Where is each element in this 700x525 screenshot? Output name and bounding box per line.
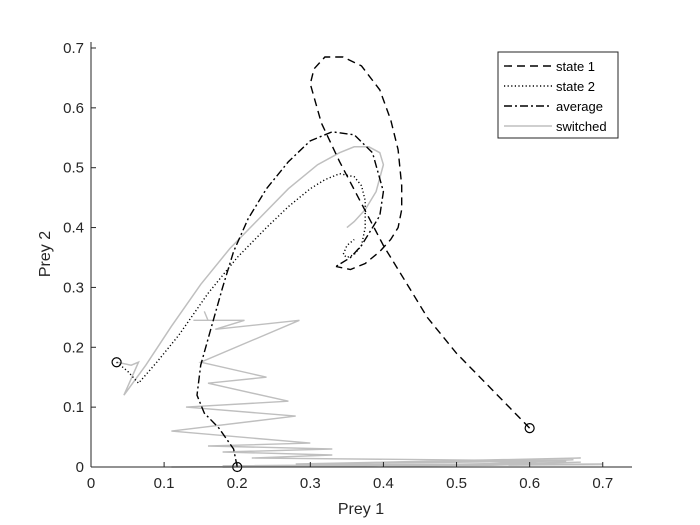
y-tick-label: 0 (76, 459, 84, 476)
x-tick-label: 0.3 (300, 475, 321, 492)
y-tick-label: 0.6 (63, 100, 84, 117)
legend: state 1 state 2 average switched (497, 51, 619, 139)
start-marker-3 (111, 357, 122, 368)
x-tick-label: 0.5 (446, 475, 467, 492)
series-average-line (196, 131, 385, 468)
series-switched-line (116, 146, 385, 396)
start-marker-1 (524, 422, 535, 434)
legend-label-switched: switched (556, 119, 607, 134)
x-tick-label: 0 (87, 475, 95, 492)
legend-label-state-1: state 1 (556, 59, 595, 74)
y-tick-label: 0.2 (63, 339, 84, 356)
series-switched-jitter-line (171, 311, 603, 468)
legend-label-state-2: state 2 (556, 79, 595, 94)
y-tick-label: 0.3 (63, 279, 84, 296)
x-tick-label: 0.1 (154, 475, 175, 492)
x-tick-label: 0.6 (519, 475, 540, 492)
axis-layer: 0 0.1 0.2 0.3 0.4 0.5 0.6 0.7 0 0.1 0.2 0.3 0.4 0.5 0.… (63, 40, 632, 492)
series-state-2-line (116, 172, 366, 385)
series-layer (116, 56, 603, 468)
y-tick-label: 0.1 (63, 399, 84, 416)
x-tick-label: 0.7 (592, 475, 613, 492)
x-tick-label: 0.2 (227, 475, 248, 492)
y-tick-label: 0.4 (63, 220, 84, 237)
x-tick-label: 0.4 (373, 475, 394, 492)
y-tick-label: 0.7 (63, 40, 84, 57)
y-axis-label: Prey 2 (37, 231, 54, 277)
x-axis-label: Prey 1 (338, 501, 384, 518)
legend-label-average: average (556, 99, 603, 114)
y-tick-label: 0.5 (63, 160, 84, 177)
series-state-1-line (309, 56, 531, 429)
